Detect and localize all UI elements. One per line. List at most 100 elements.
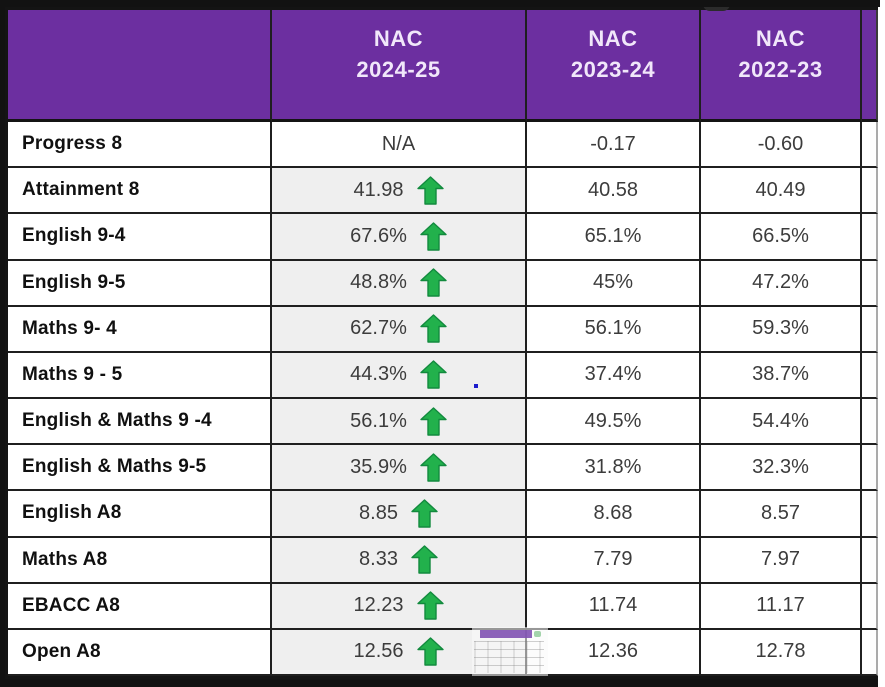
cropped-column-sliver: [862, 260, 878, 307]
current-year-value-cell: 56.1%: [272, 399, 527, 446]
header-line1: NAC: [588, 26, 638, 51]
current-year-value-cell: 12.23: [272, 583, 527, 630]
cropped-column-sliver: [862, 445, 878, 492]
screenshot-frame-left: [0, 0, 5, 687]
up-arrow-icon: [420, 453, 447, 482]
prev-year-1-value-cell: 31.8%: [527, 445, 701, 492]
prev-year-2-value-cell: 11.17: [701, 583, 862, 630]
up-arrow-icon: [416, 176, 444, 205]
prev-year-2-value-cell: 7.97: [701, 537, 862, 584]
prev-year-2-value-cell: 38.7%: [701, 352, 862, 399]
row-label-cell: Open A8: [8, 629, 272, 676]
prev-year-2-value-cell: 54.4%: [701, 399, 862, 446]
up-arrow-icon: [420, 222, 447, 251]
cropped-column-sliver: [862, 168, 878, 215]
up-arrow-icon: [420, 314, 447, 343]
prev-year-2-value-cell: 8.57: [701, 491, 862, 538]
header-line2: 2023-24: [570, 57, 656, 82]
row-label-cell: Maths 9 - 5: [8, 352, 272, 399]
up-arrow-icon: [416, 637, 444, 667]
up-arrow-icon: [420, 360, 447, 390]
prev-year-2-value-cell: 47.2%: [701, 260, 862, 307]
cropped-column-sliver: [862, 352, 878, 399]
prev-year-1-value-cell: 12.36: [527, 629, 701, 676]
prev-year-1-value-cell: 56.1%: [527, 306, 701, 353]
current-value: 35.9%: [350, 455, 407, 478]
row-label-cell: English A8: [8, 491, 272, 538]
current-value: 62.7%: [350, 317, 407, 340]
cursor-dot-artifact: [474, 384, 478, 388]
current-value: 48.8%: [350, 271, 407, 294]
current-value: 67.6%: [350, 224, 407, 247]
up-arrow-icon: [411, 499, 438, 528]
current-year-value-cell: 48.8%: [272, 260, 527, 307]
up-arrow-icon: [420, 268, 447, 297]
current-value: 41.98: [353, 178, 404, 201]
current-value: 56.1%: [350, 409, 407, 432]
header-nac-2022-23: NAC 2022-23: [701, 10, 862, 122]
current-year-value-cell: 8.85: [272, 491, 527, 538]
row-label-cell: Maths A8: [8, 537, 272, 584]
prev-year-2-value-cell: 12.78: [701, 629, 862, 676]
header-line1: NAC: [373, 26, 424, 51]
cropped-column-sliver: [862, 583, 878, 630]
cropped-column-sliver: [862, 214, 878, 261]
row-label-cell: Progress 8: [8, 122, 272, 169]
header-line1: NAC: [755, 26, 806, 51]
up-arrow-icon: [411, 545, 438, 574]
prev-year-1-value-cell: 7.79: [527, 537, 701, 584]
current-year-value-cell: 8.33: [272, 537, 527, 584]
cropped-column-sliver: [862, 491, 878, 538]
row-label-cell: Maths 9- 4: [8, 306, 272, 353]
prev-year-2-value-cell: 32.3%: [701, 445, 862, 492]
cropped-column-sliver: [862, 306, 878, 353]
prev-year-1-value-cell: 40.58: [527, 168, 701, 215]
prev-year-2-value-cell: 66.5%: [701, 214, 862, 261]
prev-year-1-value-cell: 45%: [527, 260, 701, 307]
cropped-column-sliver: [862, 122, 878, 169]
current-year-value-cell: 67.6%: [272, 214, 527, 261]
row-label-cell: English & Maths 9 -4: [8, 399, 272, 446]
current-year-value-cell: 35.9%: [272, 445, 527, 492]
current-value: 12.23: [353, 594, 404, 617]
current-value: 8.33: [359, 548, 398, 571]
header-cropped-column-sliver: [862, 10, 878, 122]
current-year-value-cell: 41.98: [272, 168, 527, 215]
prev-year-1-value-cell: 65.1%: [527, 214, 701, 261]
prev-year-1-value-cell: 37.4%: [527, 352, 701, 399]
screenshot-frame-bottom: [0, 679, 878, 687]
header-empty-cell: [8, 10, 272, 122]
header-line2: 2024-25: [356, 57, 441, 82]
cropped-column-sliver: [862, 629, 878, 676]
header-nac-2024-25: NAC 2024-25: [272, 10, 527, 122]
cropped-column-sliver: [862, 537, 878, 584]
results-table: NAC 2024-25 NAC 2023-24 NAC 2022-23 Prog…: [5, 7, 878, 679]
header-nac-2023-24: NAC 2023-24: [527, 10, 701, 122]
row-label-cell: English 9-5: [8, 260, 272, 307]
header-line2: 2022-23: [738, 57, 823, 82]
prev-year-2-value-cell: 59.3%: [701, 306, 862, 353]
current-year-value-cell: 44.3%: [272, 352, 527, 399]
prev-year-1-value-cell: -0.17: [527, 122, 701, 169]
current-value: 44.3%: [350, 363, 407, 386]
screenshot-frame-top: [0, 0, 880, 7]
up-arrow-icon: [420, 406, 447, 436]
row-label-cell: English & Maths 9-5: [8, 445, 272, 492]
current-value: 12.56: [353, 640, 404, 663]
prev-year-2-value-cell: -0.60: [701, 122, 862, 169]
prev-year-2-value-cell: 40.49: [701, 168, 862, 215]
current-value: 8.85: [359, 501, 398, 524]
row-label-cell: English 9-4: [8, 214, 272, 261]
prev-year-1-value-cell: 11.74: [527, 583, 701, 630]
prev-year-1-value-cell: 49.5%: [527, 399, 701, 446]
current-year-value-cell: 62.7%: [272, 306, 527, 353]
current-value: N/A: [381, 132, 416, 155]
row-label-cell: EBACC A8: [8, 583, 272, 630]
cropped-column-sliver: [862, 399, 878, 446]
current-year-value-cell: 12.56: [272, 629, 527, 676]
row-label-cell: Attainment 8: [8, 168, 272, 215]
up-arrow-icon: [416, 591, 444, 620]
prev-year-1-value-cell: 8.68: [527, 491, 701, 538]
current-year-value-cell: N/A: [272, 122, 527, 169]
